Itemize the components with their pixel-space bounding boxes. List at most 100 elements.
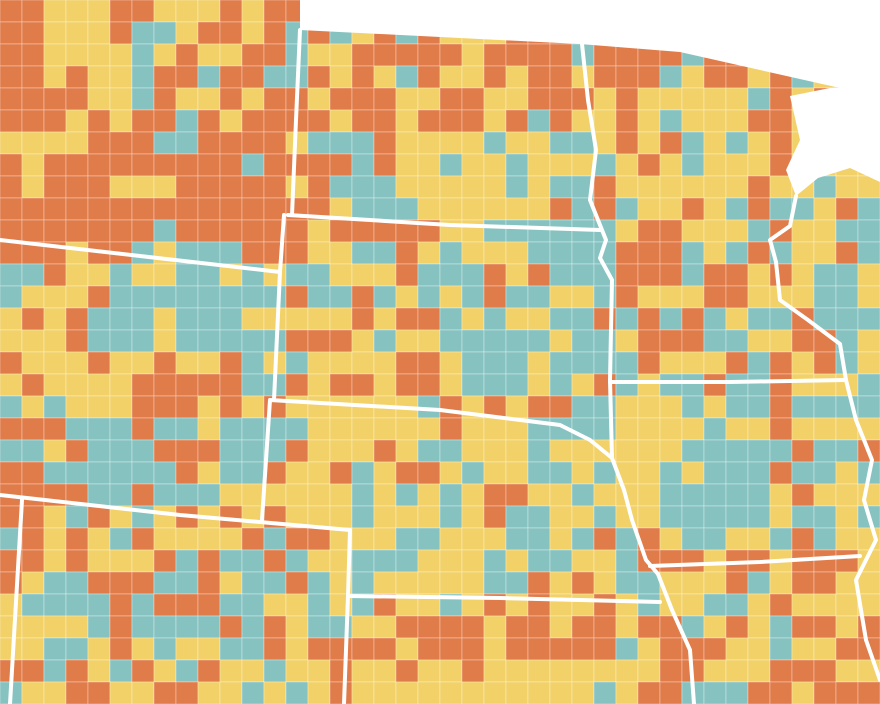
- county: [131, 0, 155, 23]
- county: [197, 43, 221, 67]
- county: [153, 285, 177, 309]
- county: [835, 175, 859, 199]
- county: [285, 659, 309, 683]
- county: [197, 395, 221, 419]
- county: [615, 285, 639, 309]
- county: [857, 263, 880, 287]
- border-mt-nd: [290, 28, 302, 217]
- county: [263, 131, 287, 155]
- county: [373, 43, 397, 67]
- county: [285, 307, 309, 331]
- county: [241, 21, 265, 45]
- county: [307, 241, 331, 265]
- canada: [300, 0, 880, 92]
- county: [329, 131, 353, 155]
- county: [351, 87, 375, 111]
- county: [351, 527, 375, 551]
- county: [109, 87, 133, 111]
- county: [65, 197, 89, 221]
- county: [747, 241, 771, 265]
- county: [65, 21, 89, 45]
- county: [461, 329, 485, 353]
- county: [241, 131, 265, 155]
- county: [791, 483, 815, 507]
- county: [219, 175, 243, 199]
- county: [747, 175, 771, 199]
- county: [241, 43, 265, 67]
- county: [417, 527, 441, 551]
- county: [21, 505, 45, 529]
- county: [483, 417, 507, 441]
- county: [65, 109, 89, 133]
- county: [197, 197, 221, 221]
- county: [241, 395, 265, 419]
- county: [483, 505, 507, 529]
- county: [131, 483, 155, 507]
- county: [153, 153, 177, 177]
- county: [131, 681, 155, 704]
- county: [747, 417, 771, 441]
- county: [417, 505, 441, 529]
- county: [703, 197, 727, 221]
- county: [43, 175, 67, 199]
- county: [241, 681, 265, 704]
- county: [791, 373, 815, 397]
- county: [351, 659, 375, 683]
- county: [285, 461, 309, 485]
- county: [87, 307, 111, 331]
- county: [725, 219, 749, 243]
- county: [747, 307, 771, 331]
- county: [483, 65, 507, 89]
- county: [527, 307, 551, 331]
- county: [769, 659, 793, 683]
- county: [307, 109, 331, 133]
- county: [307, 131, 331, 155]
- county: [813, 615, 837, 639]
- county: [219, 373, 243, 397]
- county: [681, 285, 705, 309]
- county: [373, 263, 397, 287]
- county: [791, 681, 815, 704]
- county: [703, 373, 727, 397]
- county: [153, 263, 177, 287]
- county: [637, 483, 661, 507]
- border-wy-co: [0, 493, 352, 532]
- county: [461, 197, 485, 221]
- county: [483, 681, 507, 704]
- county: [395, 43, 419, 67]
- county: [87, 43, 111, 67]
- border-mt-wy: [0, 238, 282, 274]
- county: [197, 65, 221, 89]
- county: [505, 263, 529, 287]
- county: [417, 131, 441, 155]
- county: [131, 307, 155, 331]
- county: [483, 659, 507, 683]
- county: [219, 65, 243, 89]
- county: [0, 0, 23, 23]
- county: [549, 373, 573, 397]
- county: [637, 197, 661, 221]
- county: [505, 637, 529, 661]
- county: [175, 175, 199, 199]
- county: [131, 21, 155, 45]
- county: [703, 571, 727, 595]
- county: [747, 681, 771, 704]
- county: [153, 461, 177, 485]
- county: [769, 417, 793, 441]
- county: [241, 417, 265, 441]
- county: [175, 395, 199, 419]
- county: [307, 571, 331, 595]
- county: [615, 681, 639, 704]
- county: [21, 417, 45, 441]
- county: [681, 461, 705, 485]
- county: [87, 637, 111, 661]
- county: [21, 43, 45, 67]
- county: [175, 329, 199, 353]
- county: [791, 417, 815, 441]
- county: [483, 637, 507, 661]
- county: [439, 263, 463, 287]
- county: [439, 417, 463, 441]
- county: [307, 153, 331, 177]
- county: [395, 373, 419, 397]
- county: [241, 329, 265, 353]
